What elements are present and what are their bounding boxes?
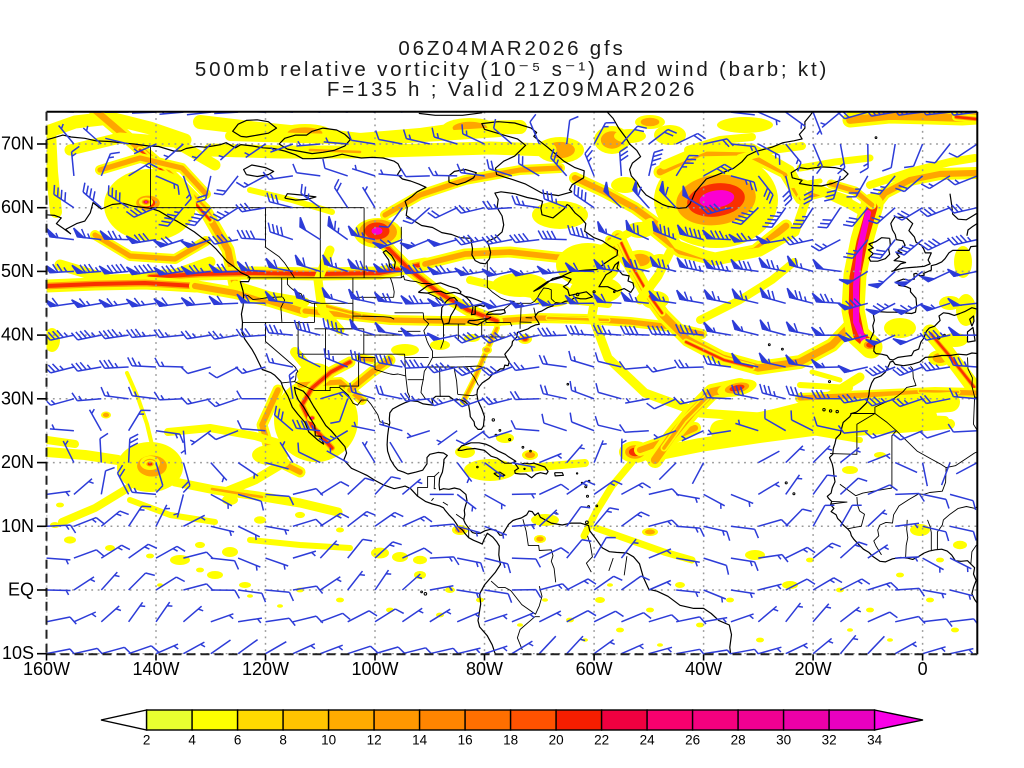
svg-text:32: 32 bbox=[822, 733, 837, 748]
svg-text:10S: 10S bbox=[2, 643, 34, 663]
svg-text:70N: 70N bbox=[1, 134, 34, 154]
svg-text:20N: 20N bbox=[1, 452, 34, 472]
svg-text:40N: 40N bbox=[1, 325, 34, 345]
svg-text:50N: 50N bbox=[1, 261, 34, 281]
svg-text:10: 10 bbox=[321, 733, 336, 748]
svg-text:26: 26 bbox=[685, 733, 700, 748]
svg-text:4: 4 bbox=[188, 733, 196, 748]
svg-text:80W: 80W bbox=[466, 659, 503, 679]
svg-text:18: 18 bbox=[503, 733, 518, 748]
svg-text:120W: 120W bbox=[242, 659, 289, 679]
svg-text:60W: 60W bbox=[576, 659, 613, 679]
svg-text:0: 0 bbox=[918, 659, 928, 679]
svg-text:28: 28 bbox=[731, 733, 746, 748]
svg-text:30N: 30N bbox=[1, 388, 34, 408]
svg-text:2: 2 bbox=[143, 733, 151, 748]
svg-text:20: 20 bbox=[549, 733, 564, 748]
svg-text:40W: 40W bbox=[685, 659, 722, 679]
svg-text:500mb relative vorticity (10⁻⁵: 500mb relative vorticity (10⁻⁵ s⁻¹) and … bbox=[195, 58, 829, 81]
svg-text:16: 16 bbox=[458, 733, 473, 748]
svg-text:6: 6 bbox=[234, 733, 242, 748]
svg-text:60N: 60N bbox=[1, 197, 34, 217]
svg-text:24: 24 bbox=[640, 733, 656, 748]
svg-text:34: 34 bbox=[867, 733, 883, 748]
svg-text:20W: 20W bbox=[795, 659, 832, 679]
svg-text:8: 8 bbox=[279, 733, 287, 748]
svg-text:12: 12 bbox=[367, 733, 382, 748]
svg-text:100W: 100W bbox=[351, 659, 398, 679]
svg-text:160W: 160W bbox=[23, 659, 70, 679]
svg-text:140W: 140W bbox=[132, 659, 179, 679]
svg-text:30: 30 bbox=[776, 733, 791, 748]
svg-text:06Z04MAR2026 gfs: 06Z04MAR2026 gfs bbox=[398, 37, 625, 60]
svg-text:F=135 h ; Valid 21Z09MAR2026: F=135 h ; Valid 21Z09MAR2026 bbox=[327, 78, 697, 101]
svg-text:22: 22 bbox=[594, 733, 609, 748]
svg-text:EQ: EQ bbox=[8, 580, 34, 600]
svg-text:14: 14 bbox=[412, 733, 428, 748]
svg-text:10N: 10N bbox=[1, 516, 34, 536]
